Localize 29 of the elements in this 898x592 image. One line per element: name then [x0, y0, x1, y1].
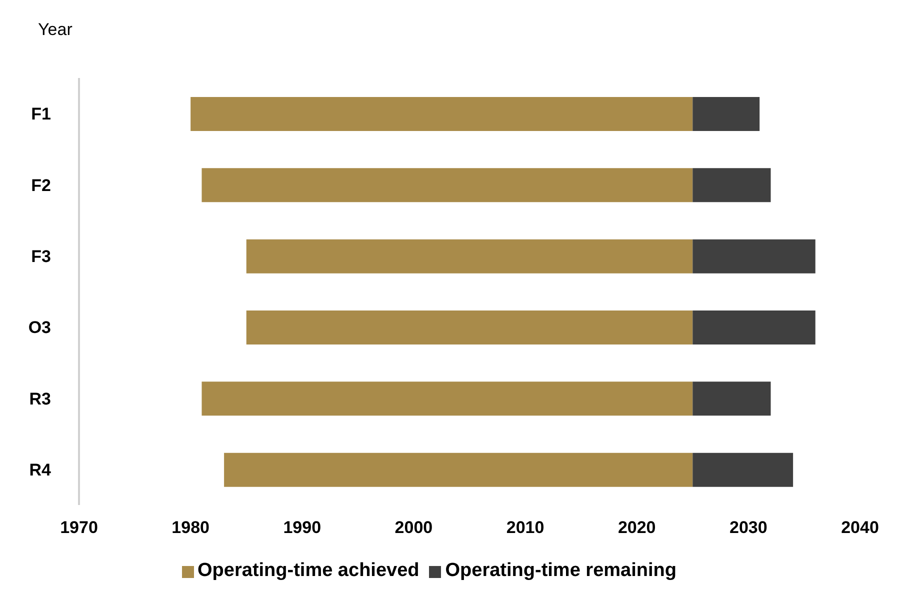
x-tick-label: 2020: [618, 518, 656, 538]
x-tick-label: 2000: [394, 518, 433, 538]
x-axis-title: Year: [38, 20, 72, 40]
x-tick-label: 1990: [283, 518, 322, 538]
legend-label: Operating-time achieved: [198, 560, 420, 581]
bar: [202, 382, 693, 416]
bar: [692, 452, 794, 487]
y-tick-label: F2: [31, 176, 51, 195]
bar: [692, 239, 816, 274]
x-tick-label: 2030: [730, 518, 768, 538]
bar: [692, 382, 771, 416]
y-tick-label: O3: [28, 318, 51, 338]
legend-label: Operating-time remaining: [445, 560, 676, 581]
bar: [692, 168, 771, 202]
y-tick-label: R3: [29, 389, 51, 408]
bar: [692, 97, 760, 131]
x-tick-label: 2010: [506, 518, 544, 538]
bar: [224, 452, 693, 487]
bar: [246, 310, 693, 344]
bar: [692, 310, 816, 344]
x-tick-label: 1980: [172, 518, 210, 538]
bar: [246, 239, 693, 274]
bar: [202, 168, 693, 202]
y-tick-label: F1: [31, 104, 51, 124]
y-tick-label: R4: [29, 460, 52, 480]
x-tick-label: 1970: [60, 518, 98, 538]
x-tick-label: 2040: [841, 518, 879, 538]
bar: [190, 97, 693, 131]
y-tick-label: F3: [31, 246, 51, 266]
